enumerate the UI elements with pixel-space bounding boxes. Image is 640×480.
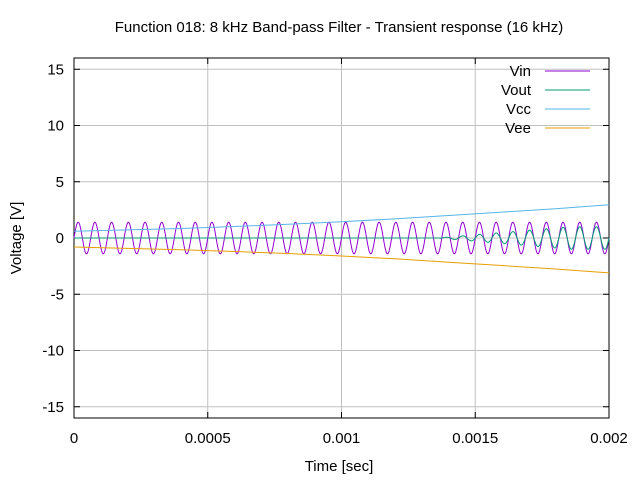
legend-label-vin: Vin	[510, 63, 531, 80]
x-tick-label: 0.001	[323, 430, 361, 447]
y-tick-label: 15	[47, 61, 64, 78]
ticks: 0 0.0005 0.001 0.0015 0.002 -15 -10 -5 0 5 10 15	[42, 58, 628, 447]
y-tick-label: -10	[42, 343, 64, 360]
series-vout-line	[74, 226, 610, 250]
legend-label-vout: Vout	[501, 82, 532, 99]
series-layer	[73, 204, 610, 274]
y-tick-label: 0	[56, 230, 64, 247]
x-tick-label: 0	[70, 430, 78, 447]
y-tick-label: -5	[51, 286, 64, 303]
x-tick-label: 0.002	[590, 430, 628, 447]
x-tick-label: 0.0005	[185, 430, 231, 447]
x-axis-label: Time [sec]	[305, 458, 374, 475]
legend: Vin Vout Vcc Vee	[501, 63, 590, 137]
y-tick-label: 10	[47, 118, 64, 135]
x-tick-label: 0.0015	[452, 430, 498, 447]
chart-title: Function 018: 8 kHz Band-pass Filter - T…	[115, 19, 564, 36]
legend-label-vcc: Vcc	[506, 101, 532, 118]
series-vee-line	[73, 246, 610, 274]
series-vcc-line	[73, 204, 610, 232]
y-axis-label: Voltage [V]	[8, 202, 25, 275]
y-tick-label: 5	[56, 174, 64, 191]
legend-label-vee: Vee	[505, 120, 531, 137]
y-tick-label: -15	[42, 399, 64, 416]
